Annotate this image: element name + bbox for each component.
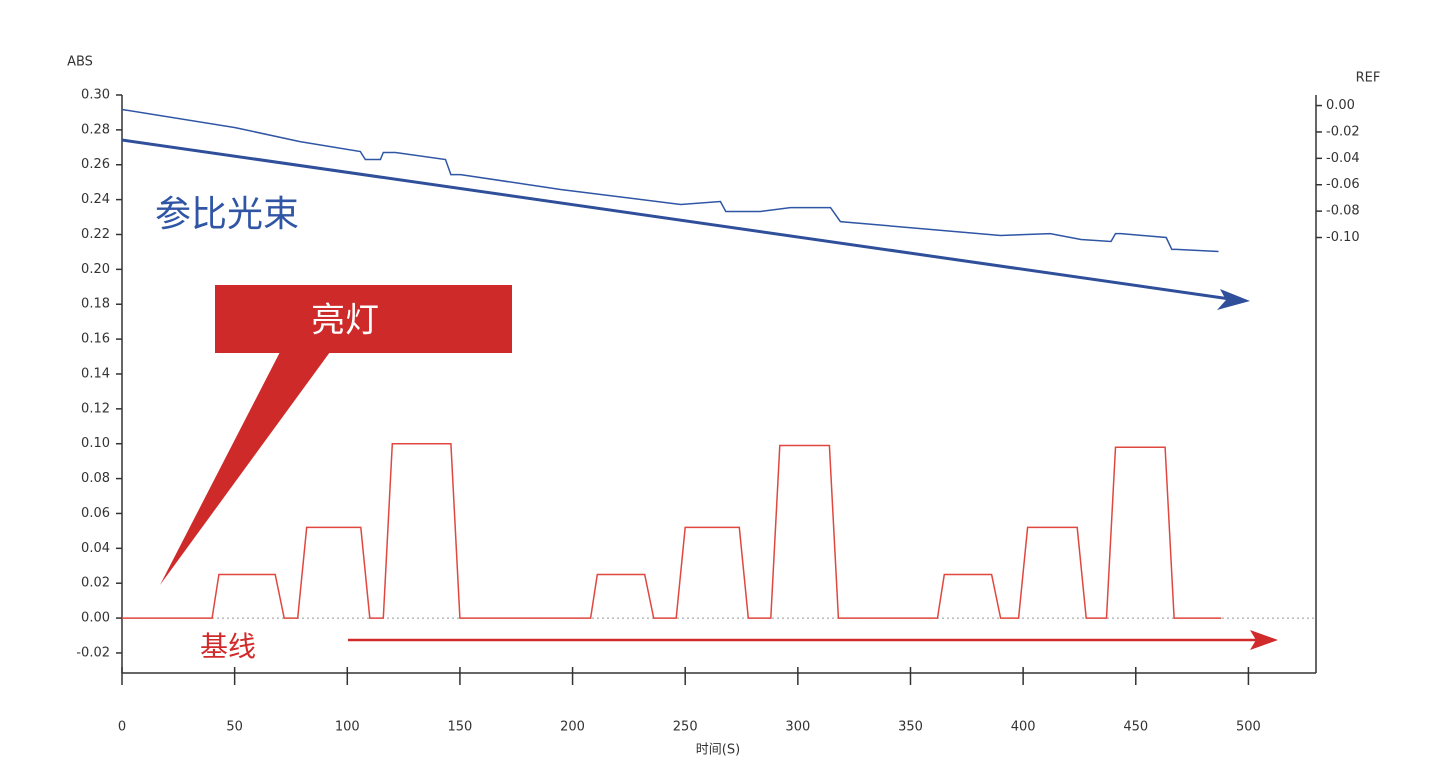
line-series: [121, 108, 1219, 253]
x-tick-label: 50: [226, 720, 243, 735]
callout-pointer: [160, 352, 330, 585]
arrow-head: [1250, 630, 1278, 650]
x-tick-label: 400: [1011, 720, 1036, 735]
y-tick-label: 0.00: [81, 611, 110, 626]
y-tick-label: 0.26: [81, 157, 110, 172]
y-tick-label: 0.12: [81, 401, 110, 416]
y-axis-label: ABS: [67, 55, 93, 70]
line-series: [122, 442, 1222, 619]
annotation: 亮灯: [311, 301, 379, 341]
x-tick-label: 350: [898, 720, 923, 735]
x-tick-label: 0: [118, 720, 126, 735]
annotation: 基线: [200, 630, 256, 663]
arrow: [121, 138, 1231, 301]
y-tick-label: 0.28: [81, 122, 110, 137]
x-tick-label: 250: [673, 720, 698, 735]
x-tick-label: 300: [785, 720, 810, 735]
y2-tick-label: -0.04: [1326, 151, 1360, 166]
y-tick-label: 0.16: [81, 332, 110, 347]
y-tick-label: 0.22: [81, 227, 110, 242]
x-axis-label: 时间(S): [696, 743, 740, 758]
y-tick-label: 0.24: [81, 192, 110, 207]
arrow-head: [1217, 289, 1250, 310]
y2-tick-label: -0.02: [1326, 124, 1360, 139]
annotation: 参比光束: [155, 194, 299, 235]
y2-tick-label: -0.10: [1326, 230, 1360, 245]
y-tick-label: 0.30: [81, 88, 110, 103]
y-tick-label: 0.02: [81, 576, 110, 591]
callout-box: [215, 285, 512, 353]
y-tick-label: 0.20: [81, 262, 110, 277]
x-tick-label: 150: [448, 720, 473, 735]
x-tick-label: 100: [335, 720, 360, 735]
y-tick-label: -0.02: [76, 645, 110, 660]
y-tick-label: 0.18: [81, 297, 110, 312]
y2-tick-label: -0.08: [1326, 204, 1360, 219]
y2-tick-label: -0.06: [1326, 177, 1360, 192]
y-tick-label: 0.06: [81, 506, 110, 521]
y2-axis-label: REF: [1356, 71, 1381, 86]
y-tick-label: 0.04: [81, 541, 110, 556]
x-tick-label: 500: [1236, 720, 1261, 735]
y-tick-label: 0.10: [81, 436, 110, 451]
y2-tick-label: 0.00: [1326, 98, 1355, 113]
y-tick-label: 0.08: [81, 471, 110, 486]
y-tick-label: 0.14: [81, 366, 110, 381]
x-tick-label: 450: [1123, 720, 1148, 735]
x-tick-label: 200: [560, 720, 585, 735]
